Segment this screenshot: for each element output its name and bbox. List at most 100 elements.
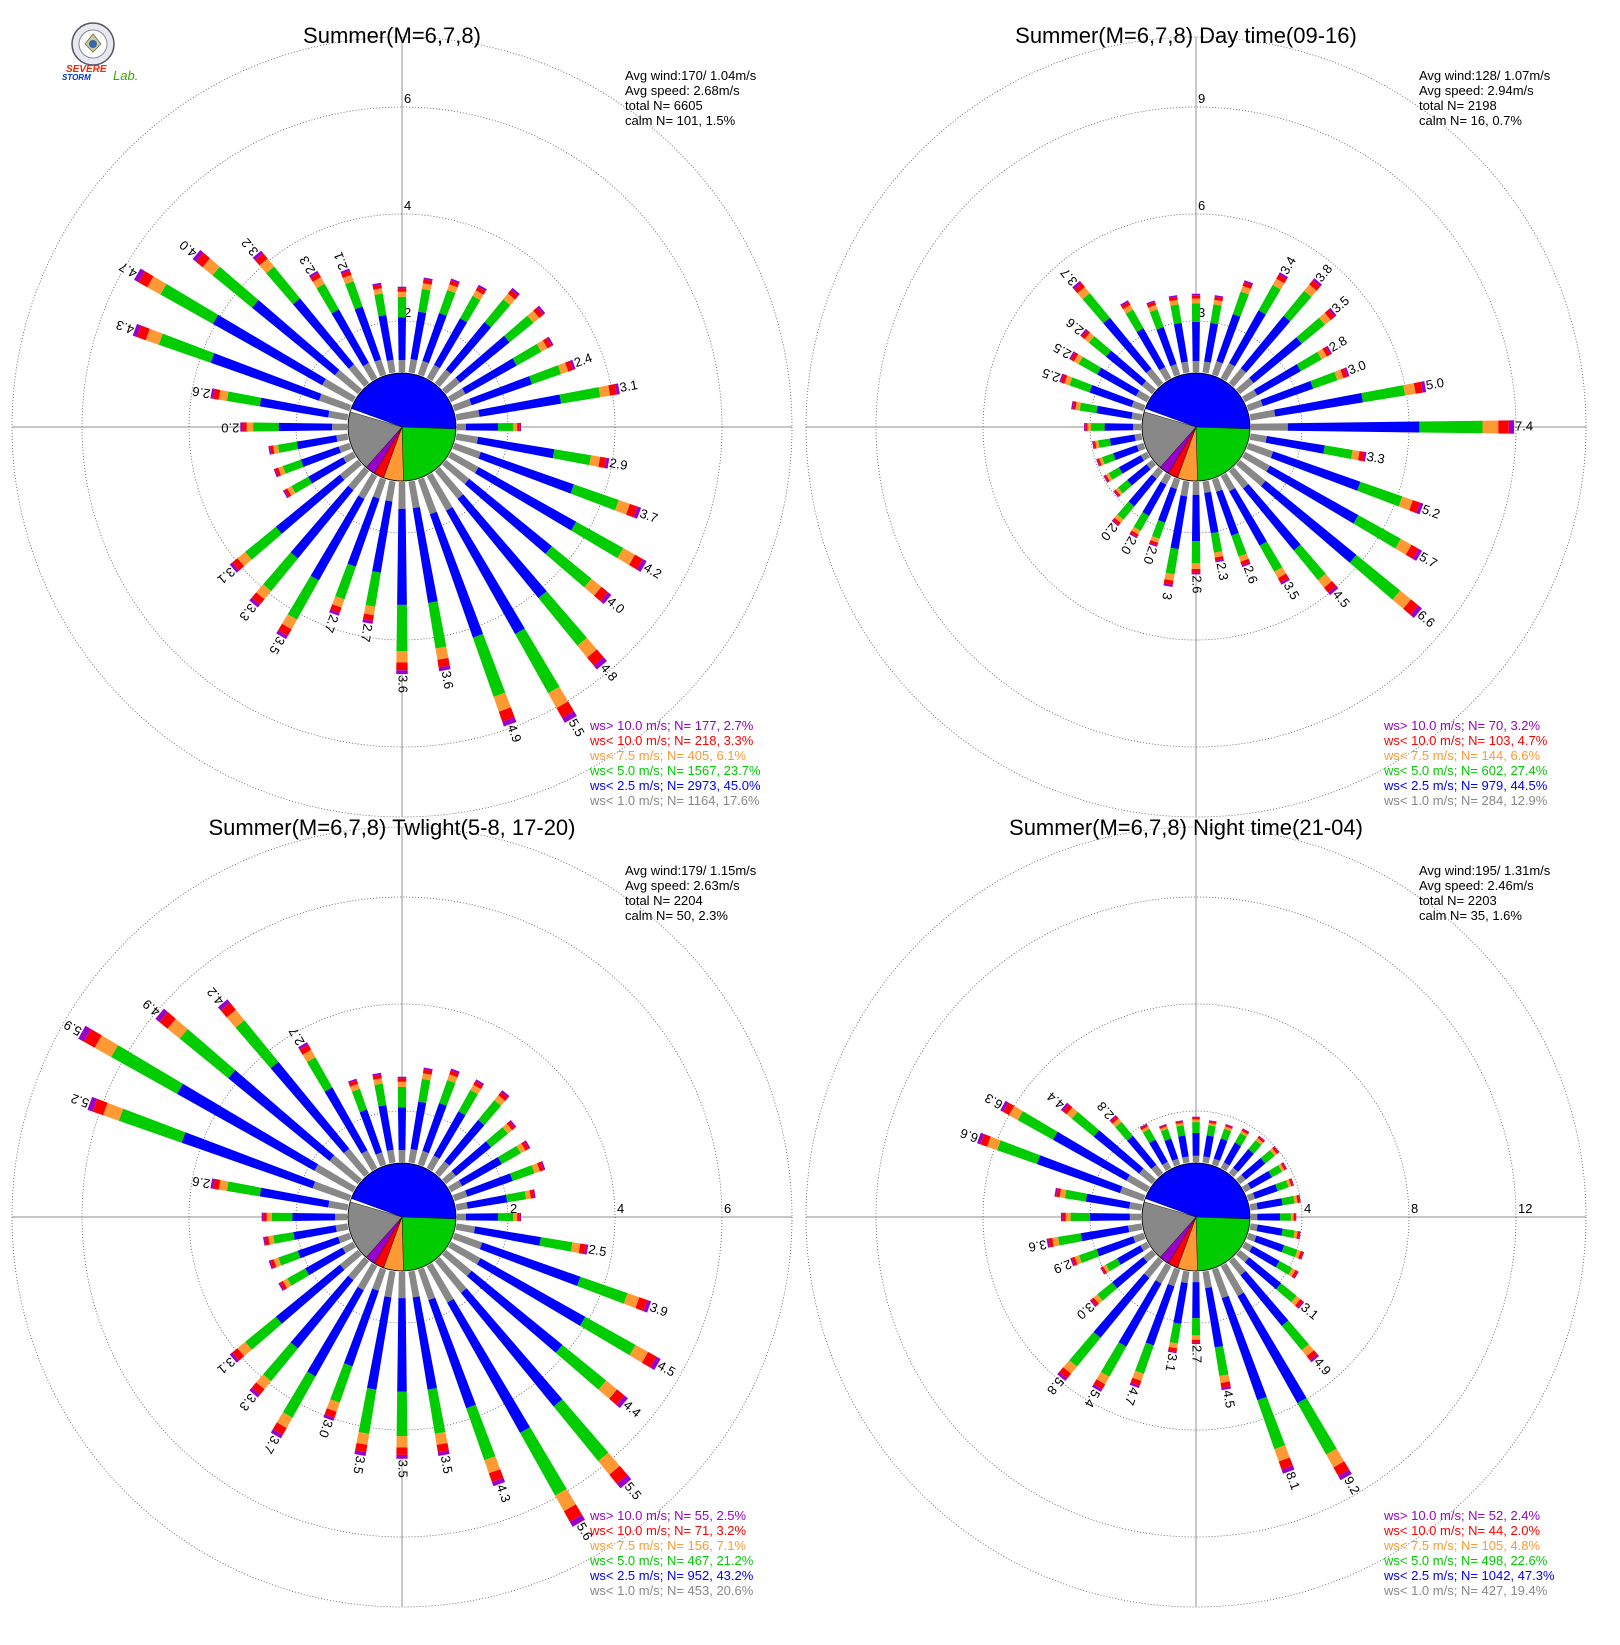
wind-bar-segment bbox=[147, 276, 167, 295]
wind-bar-segment bbox=[571, 521, 624, 559]
wind-bar-segment bbox=[466, 1404, 496, 1461]
wind-bar-segment bbox=[1052, 1131, 1130, 1181]
wind-bar-segment bbox=[1096, 458, 1100, 467]
wind-bar-segment bbox=[1283, 290, 1312, 322]
wind-bar-segment bbox=[1080, 328, 1088, 337]
wind-bar-segment bbox=[1249, 1202, 1258, 1211]
wind-bar bbox=[1071, 401, 1143, 421]
wind-bar-segment bbox=[1240, 1270, 1289, 1326]
wind-bar-segment bbox=[1158, 486, 1177, 523]
wind-bar-segment bbox=[278, 1282, 285, 1291]
wind-bar-segment bbox=[426, 473, 453, 511]
wind-bar-segment bbox=[1298, 1250, 1304, 1260]
wind-bar-segment bbox=[213, 1178, 221, 1190]
wind-bar-segment bbox=[444, 1119, 485, 1166]
bar-value-label: 3.3 bbox=[1366, 449, 1386, 467]
bar-value-label: 3.0 bbox=[316, 1418, 336, 1440]
wind-bar-segment bbox=[1206, 1125, 1216, 1137]
wind-bar-segment bbox=[1093, 440, 1097, 449]
wind-bar-segment bbox=[1065, 1212, 1071, 1222]
legend-entry: ws< 2.5 m/s; N= 1042, 47.3% bbox=[1383, 1568, 1555, 1583]
wind-bar-segment bbox=[305, 1247, 346, 1276]
wind-bar-segment bbox=[442, 1170, 456, 1185]
wind-bar-segment bbox=[1216, 489, 1239, 536]
wind-bar bbox=[1246, 367, 1350, 412]
wind-bar-segment bbox=[1125, 309, 1144, 333]
wind-bar-segment bbox=[1081, 330, 1091, 340]
wind-bar bbox=[1092, 1263, 1172, 1392]
wind-bar-segment bbox=[1178, 1135, 1189, 1158]
wind-bar-segment bbox=[437, 1450, 450, 1456]
wind-bar-segment bbox=[396, 1447, 408, 1455]
wind-bar bbox=[1246, 1178, 1295, 1202]
wind-bar-segment bbox=[408, 359, 418, 374]
wind-bar-segment bbox=[1291, 1269, 1298, 1278]
wind-bar-segment bbox=[1115, 487, 1123, 496]
wind-bar-segment bbox=[1191, 572, 1201, 575]
windrose-panel-1: 2462.43.12.93.74.24.04.85.54.93.63.62.72… bbox=[11, 23, 793, 818]
wind-bar-segment bbox=[1130, 1377, 1142, 1386]
wind-bar-segment bbox=[1142, 481, 1167, 516]
wind-bar-segment bbox=[1210, 532, 1223, 553]
wind-bar-segment bbox=[396, 1391, 408, 1437]
wind-bar-segment bbox=[1082, 293, 1110, 324]
wind-bar bbox=[1109, 1115, 1164, 1177]
wind-bar-segment bbox=[442, 459, 470, 485]
wind-bar-segment bbox=[1242, 1241, 1253, 1252]
wind-bar-segment bbox=[1070, 352, 1079, 362]
wind-bar-segment bbox=[266, 1212, 272, 1222]
wind-bar-segment bbox=[314, 1164, 356, 1193]
wind-bar-segment bbox=[475, 286, 486, 295]
wind-bar-segment bbox=[268, 446, 272, 455]
wind-bar bbox=[1111, 467, 1164, 527]
wind-bar-segment bbox=[1191, 295, 1201, 299]
wind-bar bbox=[417, 1068, 460, 1167]
wind-bar-segment bbox=[1323, 445, 1353, 459]
wind-bar-segment bbox=[1258, 284, 1281, 315]
bar-value-label: 2.6 bbox=[191, 1174, 211, 1192]
wind-bar-segment bbox=[506, 1121, 515, 1131]
wind-bar bbox=[408, 1067, 433, 1164]
stats-line: calm N= 16, 0.7% bbox=[1419, 113, 1522, 128]
wind-bar-segment bbox=[1272, 1146, 1279, 1154]
wind-bar bbox=[1139, 1123, 1172, 1171]
wind-bar bbox=[1163, 480, 1190, 587]
wind-bar bbox=[1103, 451, 1150, 483]
wind-bar-segment bbox=[397, 1078, 407, 1082]
wind-bar-segment bbox=[324, 1087, 368, 1154]
wind-bar bbox=[1246, 1232, 1305, 1260]
wind-bar-segment bbox=[1147, 301, 1156, 308]
wind-bar-segment bbox=[536, 340, 548, 352]
wind-bar-segment bbox=[1298, 1194, 1301, 1203]
wind-bar-segment bbox=[137, 325, 150, 341]
stats-line: Avg wind:128/ 1.07m/s bbox=[1419, 68, 1551, 83]
wind-bar-segment bbox=[282, 614, 297, 630]
wind-bar-segment bbox=[326, 1399, 340, 1412]
wind-bar-segment bbox=[472, 634, 506, 697]
wind-bar-segment bbox=[1077, 287, 1090, 300]
wind-bar-segment bbox=[1220, 363, 1235, 381]
wind-bar-segment bbox=[335, 563, 356, 600]
wind-bar-segment bbox=[455, 1223, 476, 1234]
wind-bar-segment bbox=[332, 596, 345, 608]
wind-bar-segment bbox=[1017, 1111, 1058, 1140]
ring-label: 8 bbox=[1411, 1201, 1418, 1216]
wind-bar bbox=[1211, 1123, 1233, 1167]
wind-bar-segment bbox=[434, 1257, 467, 1293]
wind-bar-segment bbox=[533, 307, 544, 318]
bar-value-label: 3.6 bbox=[396, 675, 411, 693]
wind-bar-segment bbox=[1204, 322, 1219, 363]
wind-bar-segment bbox=[462, 358, 517, 395]
wind-bar-segment bbox=[553, 1399, 609, 1462]
wind-bar-segment bbox=[226, 391, 262, 407]
wind-bar-segment bbox=[373, 288, 383, 295]
wind-bar-segment bbox=[343, 451, 356, 463]
legend-entry: ws< 5.0 m/s; N= 1567, 23.7% bbox=[589, 763, 761, 778]
wind-bar bbox=[1069, 351, 1150, 403]
wind-bar-segment bbox=[1259, 541, 1283, 572]
wind-bar-segment bbox=[502, 717, 517, 727]
wind-bar-segment bbox=[422, 313, 447, 364]
bar-value-label: 2.4 bbox=[572, 350, 594, 370]
wind-bar-segment bbox=[417, 1150, 429, 1167]
wind-bar bbox=[348, 1078, 387, 1167]
